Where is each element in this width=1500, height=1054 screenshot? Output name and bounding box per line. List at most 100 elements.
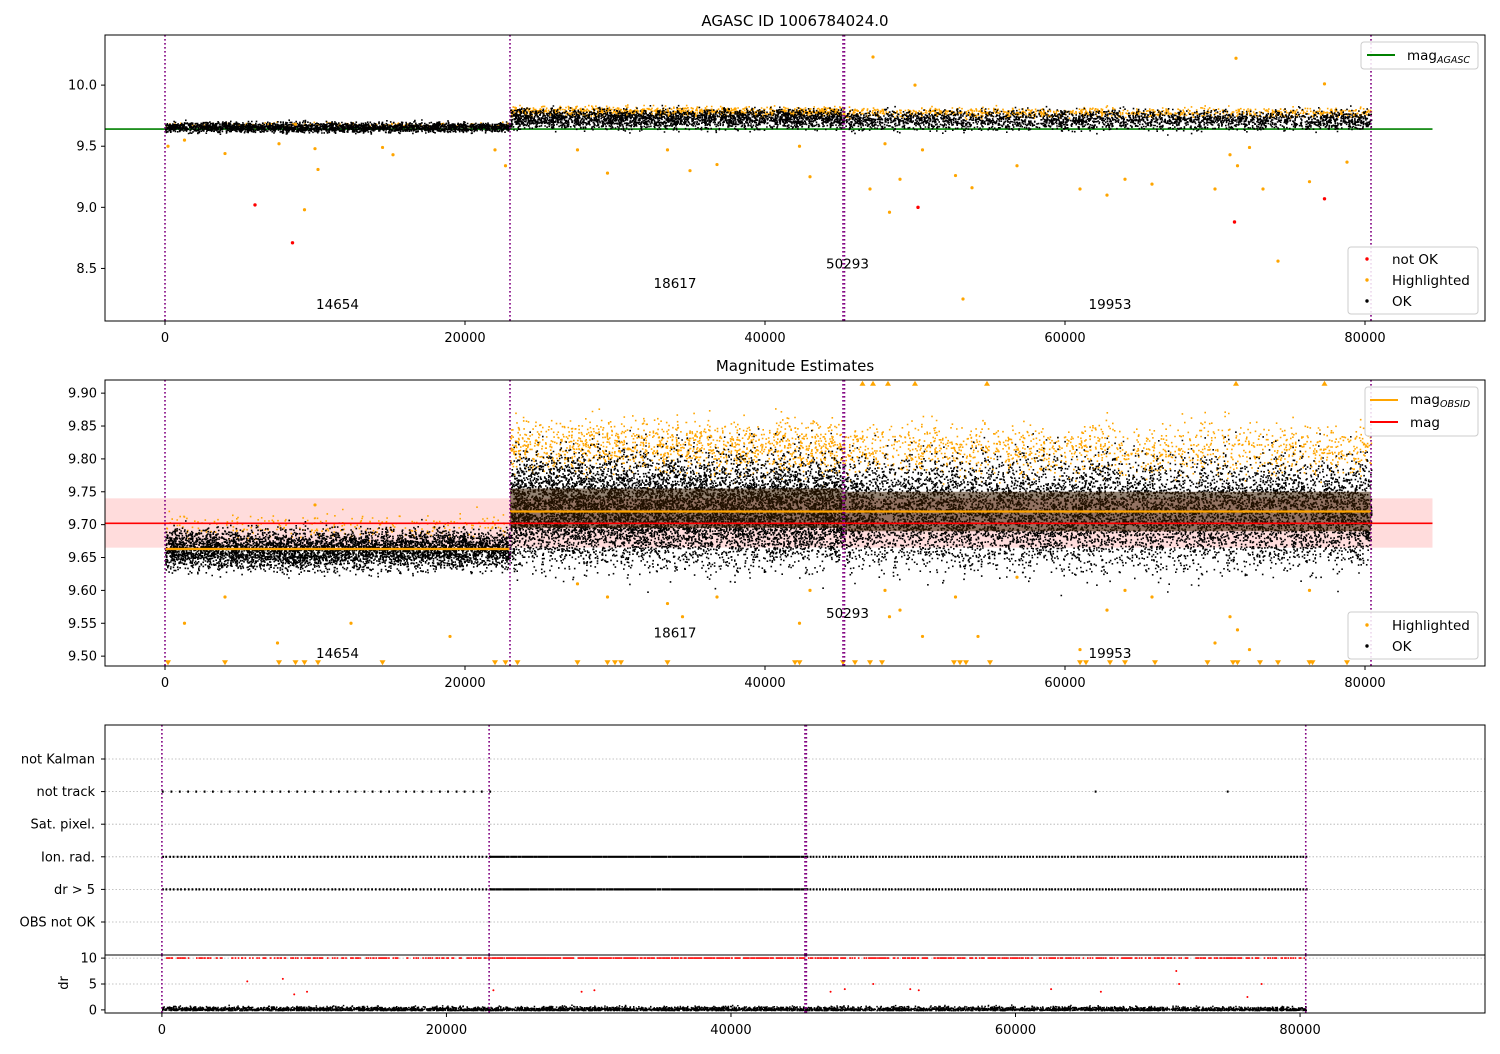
chart-4-ytick-label: 0 xyxy=(89,1003,97,1018)
chart-4-dr-area xyxy=(105,955,1485,1013)
chart-2-highlighted-point xyxy=(1247,647,1252,652)
legend-highlighted-label: Highlighted xyxy=(1392,618,1470,634)
chart-1-xtick-label: 40000 xyxy=(744,331,785,346)
chart-1-highlighted-point xyxy=(1235,164,1240,168)
chart-1-highlighted-point xyxy=(808,175,812,179)
chart-1-highlighted-point xyxy=(391,153,395,157)
chart-2-highlighted-point xyxy=(1123,588,1127,592)
chart-2-clipped-low-marker xyxy=(867,660,873,666)
chart-4-not-ok-point xyxy=(917,989,920,992)
legend-not-ok-label: not OK xyxy=(1392,252,1439,268)
chart-4-xtick-label: 80000 xyxy=(1279,1023,1320,1038)
chart-2-clipped-low-marker xyxy=(514,660,521,666)
chart-4-not-ok-point xyxy=(872,983,875,985)
chart-1-xtick-label: 0 xyxy=(161,331,169,346)
chart-2-xtick-label: 60000 xyxy=(1044,676,1085,691)
chart-4-not-ok-point xyxy=(306,990,309,993)
legend-ok-marker xyxy=(1365,644,1369,648)
chart-3-category-label: dr > 5 xyxy=(54,883,95,898)
chart-2-obsid-label: 18617 xyxy=(654,626,697,642)
chart-2-highlighted-point xyxy=(448,634,452,639)
chart-4-not-ok-point xyxy=(843,988,846,991)
chart-2-clipped-high-marker xyxy=(859,380,866,386)
chart-1-not-ok-point xyxy=(253,203,257,207)
chart-4-xtick-label: 20000 xyxy=(426,1023,467,1038)
chart-4-not-ok-point xyxy=(293,993,296,996)
chart-2-clipped-low-marker xyxy=(796,660,803,666)
chart-2-highlighted-point xyxy=(665,601,670,606)
chart-2-clipped-low-marker xyxy=(987,660,993,666)
chart-4-dr-points xyxy=(161,1004,1307,1012)
chart-2-xtick-label: 40000 xyxy=(744,676,785,691)
chart-2-highlighted-point xyxy=(1307,588,1312,592)
chart-2-highlighted-point xyxy=(605,595,610,599)
chart-1-highlighted-point xyxy=(883,142,887,146)
chart-2-clipped-low-marker xyxy=(1309,660,1316,666)
chart-2-legend-top: magOBSID mag xyxy=(1364,386,1479,437)
chart-2-clipped-high-marker xyxy=(870,380,876,386)
chart-2-clipped-low-marker xyxy=(502,660,509,666)
chart-1-legend-bottom: not OK Highlighted OK xyxy=(1347,246,1479,315)
chart-2-ytick-label: 9.60 xyxy=(68,584,97,599)
chart-1-points xyxy=(843,104,1373,120)
chart-1-highlighted-point xyxy=(1247,145,1252,150)
chart-1-not-ok-point xyxy=(916,205,920,210)
chart-3-category-label: not track xyxy=(36,785,95,800)
chart-2-clipped-low-marker xyxy=(1083,660,1089,666)
chart-1-highlighted-point xyxy=(575,148,580,152)
chart-2-highlighted-point xyxy=(1213,641,1217,645)
chart-2-clipped-low-marker xyxy=(879,660,885,666)
chart-2-clipped-low-marker xyxy=(276,660,282,666)
chart-4-not-ok-point xyxy=(1260,983,1263,985)
chart-4-not-ok-point xyxy=(1175,970,1178,973)
chart-4-ytick-label: 10 xyxy=(80,952,97,967)
chart-2-clipped-high-marker xyxy=(1321,380,1328,386)
chart-1-highlighted-point xyxy=(277,142,281,146)
legend-highlighted-label: Highlighted xyxy=(1392,273,1470,289)
chart-1-points xyxy=(844,105,1373,136)
chart-4-not-ok-point xyxy=(1246,995,1249,998)
chart-2-clipped-low-marker xyxy=(165,660,171,666)
chart-1-highlighted-point xyxy=(1123,177,1127,181)
chart-4-not-ok-point xyxy=(246,980,249,983)
chart-2-highlighted-point xyxy=(182,621,187,625)
chart-2-clipped-low-marker xyxy=(1344,660,1350,666)
chart-2-obsid-label: 14654 xyxy=(316,646,359,662)
chart-2-ytick-label: 9.75 xyxy=(68,485,97,500)
chart-1-highlighted-point xyxy=(688,169,692,173)
legend-mag-label: mag xyxy=(1410,415,1440,431)
chart-2-clipped-low-marker xyxy=(612,660,618,666)
chart-2-xtick-label: 0 xyxy=(161,676,169,691)
chart-3-category-label: not Kalman xyxy=(21,753,95,768)
chart-1-not-ok-point xyxy=(1322,197,1327,201)
chart-2-density-overlay xyxy=(510,488,844,528)
chart-2-highlighted-point xyxy=(1235,628,1240,632)
chart-1-highlighted-point xyxy=(1261,187,1265,191)
chart-1-highlighted-point xyxy=(898,177,902,181)
chart-4-not-ok-point xyxy=(1099,990,1102,993)
chart-1-highlighted-point xyxy=(1322,82,1327,86)
chart-1-xtick-label: 60000 xyxy=(1044,331,1085,346)
chart-2-ytick-label: 9.90 xyxy=(68,387,97,402)
chart-2-clipped-low-marker xyxy=(222,660,228,666)
chart-2-clipped-low-marker xyxy=(1204,660,1211,666)
chart-1-highlighted-point xyxy=(887,210,892,214)
chart-1-highlighted-point xyxy=(293,122,298,126)
chart-4-xtick-label: 40000 xyxy=(710,1023,751,1038)
chart-3-category-label: Ion. rad. xyxy=(41,850,95,865)
chart-2-clipped-low-marker xyxy=(1107,660,1113,666)
chart-2-clipped-low-marker xyxy=(1122,660,1128,666)
chart-2-highlighted-point xyxy=(887,615,892,619)
chart-2-highlighted-point xyxy=(953,595,958,599)
chart-3-category-label: OBS not OK xyxy=(20,916,96,931)
chart-1-ytick-label: 10.0 xyxy=(68,79,97,94)
chart-2-clipped-low-marker xyxy=(604,660,611,666)
chart-3-flag-points xyxy=(806,888,1308,891)
chart-1-not-ok-point xyxy=(290,241,295,245)
chart-2-highlighted-point xyxy=(680,615,685,619)
chart-4-not-ok-point xyxy=(593,989,596,992)
chart-2-clipped-low-marker xyxy=(301,660,308,666)
chart-2-highlighted-point xyxy=(223,595,227,599)
legend-ok-marker xyxy=(1365,299,1369,303)
chart-1-highlighted-point xyxy=(1345,160,1349,164)
